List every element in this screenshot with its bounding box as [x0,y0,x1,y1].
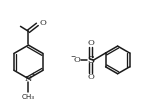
Text: CH₃: CH₃ [22,94,35,100]
Text: O: O [87,39,94,47]
Text: S: S [87,56,94,65]
Text: O: O [39,19,46,27]
Text: +: + [30,72,35,77]
Text: −: − [70,54,75,58]
Text: N: N [24,75,32,83]
Text: O: O [87,73,94,81]
Text: O: O [74,56,80,64]
